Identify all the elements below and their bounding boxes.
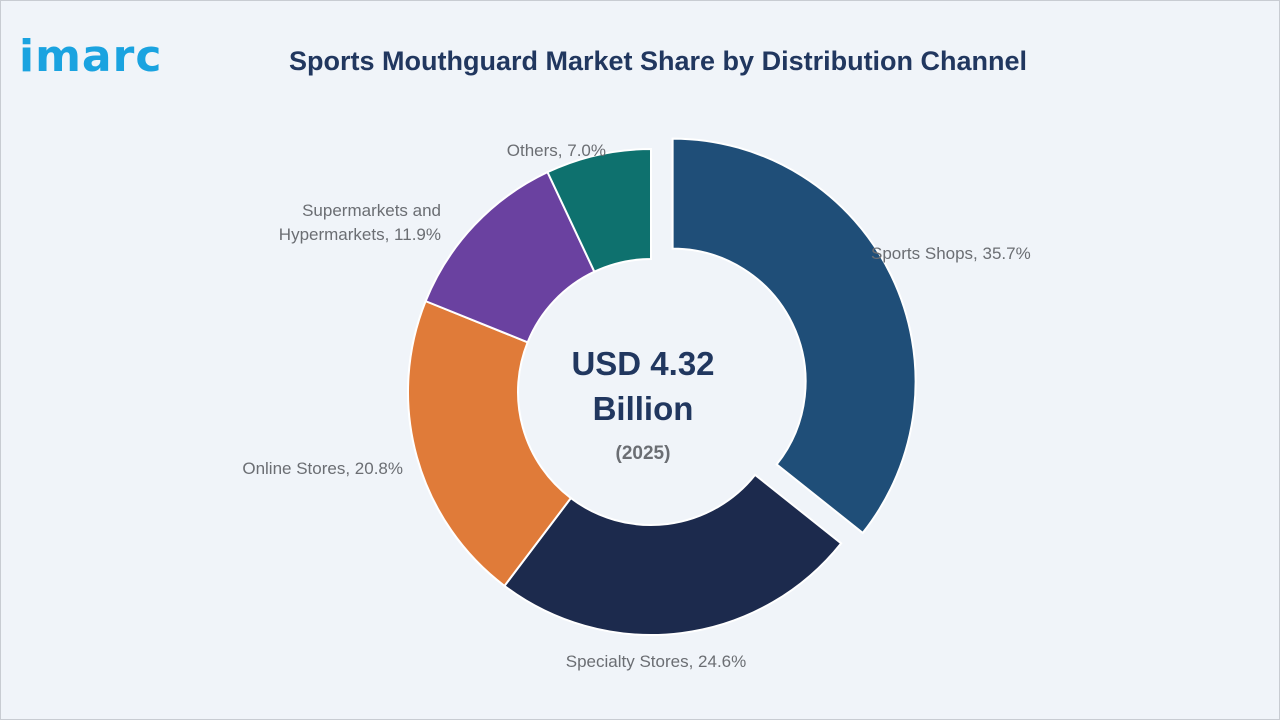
slice-label-online-stores: Online Stores, 20.8%: [242, 459, 403, 478]
center-value-line1: USD 4.32: [571, 345, 714, 382]
slice-label-line: Sports Shops, 35.7%: [871, 244, 1031, 263]
slice-label-line: Specialty Stores, 24.6%: [566, 652, 746, 671]
slice-label-line: Online Stores, 20.8%: [242, 459, 403, 478]
slice-label-others: Others, 7.0%: [507, 141, 606, 160]
donut-slice-others: [546, 147, 652, 273]
donut-slice-online-stores: [407, 299, 573, 588]
center-year: (2025): [616, 443, 671, 464]
slice-label-supermarkets-and-hypermarkets: Supermarkets and Hypermarkets, 11.9%: [279, 201, 441, 244]
slice-label-line: Hypermarkets, 11.9%: [279, 225, 441, 244]
imarc-logo: imarc: [19, 31, 163, 82]
slice-label-line: Supermarkets and: [302, 201, 441, 220]
slice-label-sports-shops: Sports Shops, 35.7%: [871, 244, 1031, 263]
slice-label-line: Others, 7.0%: [507, 141, 606, 160]
chart-title: Sports Mouthguard Market Share by Distri…: [289, 46, 1028, 76]
donut-slice-sports-shops: [671, 137, 917, 535]
donut-slice-specialty-stores: [503, 473, 843, 636]
slice-label-specialty-stores: Specialty Stores, 24.6%: [566, 652, 746, 671]
center-value-line2: Billion: [593, 390, 694, 427]
